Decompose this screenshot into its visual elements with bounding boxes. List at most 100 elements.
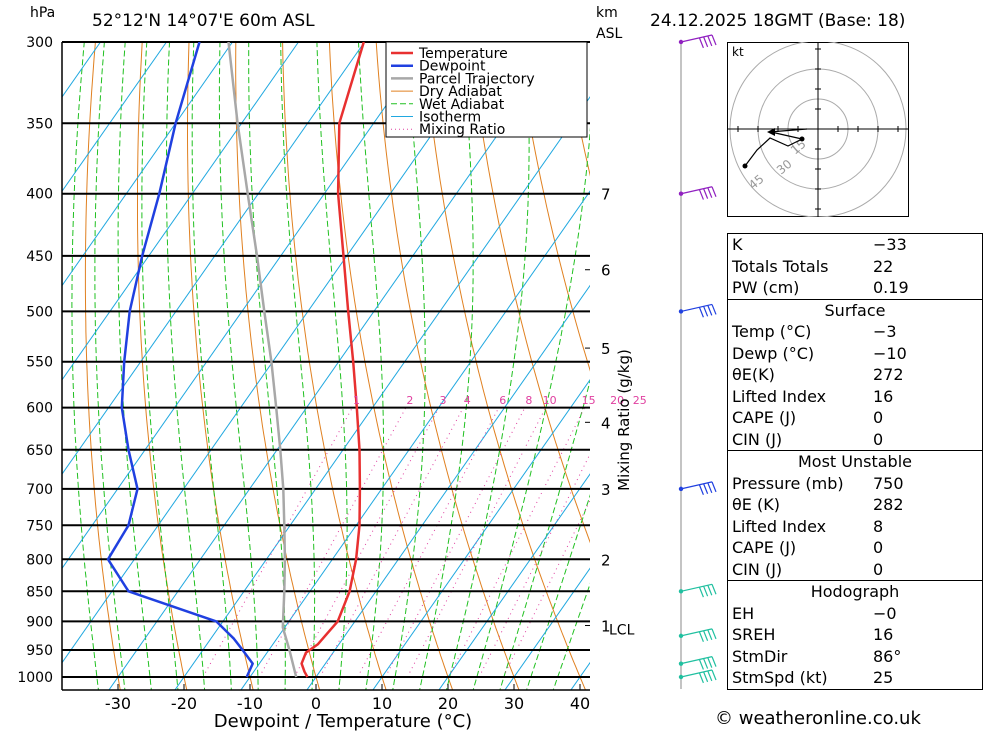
hodograph-stat-value: −0 [873,603,897,623]
wind-barb-flag [698,484,704,495]
dry-adiabat-line [235,42,321,690]
index-row: K −33 [728,234,982,256]
wind-barb-staff [680,481,713,490]
dry-adiabat-line [469,42,590,544]
isotherm-line [62,42,167,193]
hodograph-stat-label: EH [732,603,755,623]
x-tick-label: -30 [105,694,131,713]
wind-barb [678,669,717,684]
wind-barb-flag [698,586,704,598]
index-label: PW (cm) [732,278,800,297]
wind-barb-flag [703,671,709,683]
pressure-tick-label: 850 [26,584,53,600]
wet-adiabat-line [218,42,259,690]
legend-label: Dewpoint [419,59,486,75]
wind-barb-flag [711,628,717,640]
pressure-tick-label: 300 [26,35,53,51]
most-unstable-row: θE (K) 282 [728,494,982,516]
mixing-ratio-line [258,407,407,678]
wind-barb-staff [680,34,713,43]
isotherm-line [240,190,590,690]
index-label: Totals Totals [732,256,829,276]
wind-barb-flag [698,631,704,642]
hodograph-unit-label: kt [732,45,744,59]
wind-barb [678,186,717,200]
isotherm-line [628,42,725,703]
wind-barb-flag [703,585,709,597]
x-tick-label: 10 [372,694,392,713]
wind-barb-flag [703,483,709,495]
index-value: 22 [873,256,894,276]
isotherm-line [504,567,590,690]
most-unstable-row: CIN (J) 0 [728,559,982,581]
x-tick-label: 30 [504,694,524,713]
hodograph-stat-row: StmDir 86° [728,646,982,668]
wind-barb-flag [703,306,709,317]
legend-label: Wet Adiabat [419,97,505,113]
km-tick-label: 7 [601,186,611,204]
wind-barb [678,656,717,670]
isotherm-line [570,661,590,690]
skewt-chart: 3003504004505005506006507007508008509009… [17,34,725,732]
mixing-ratio-line [384,407,526,678]
index-row: Totals Totals 22 [728,256,982,278]
dry-adiabat-line [84,42,121,690]
surface-title: Surface [728,298,982,322]
wet-adiabat-line [445,42,530,690]
wind-barb-flag [703,630,709,642]
x-tick-label: 20 [438,694,458,713]
wind-barb-flag [707,305,713,316]
legend-label: Temperature [418,46,508,62]
isotherm-line [62,42,365,476]
hodograph-point [799,136,805,142]
wind-barb [678,34,717,49]
pressure-tick-label: 400 [26,187,53,203]
wind-barb-flag [707,482,713,494]
wet-adiabat-line [280,42,316,690]
surface-row: CAPE (J) 0 [728,407,982,429]
dewpoint-line [106,42,254,678]
hodograph-stat-value: 16 [873,625,894,644]
wind-barb-flag [698,659,704,670]
wind-barb-flag [711,304,717,315]
mixing-ratio-label: 15 [582,394,596,407]
most-unstable-label: θE (K) [732,495,780,514]
wet-adiabat-line [316,42,348,690]
wind-barb-flag [711,584,717,595]
km-tick-label: 5 [601,340,611,358]
x-tick-label: -10 [237,694,263,713]
x-tick-label: 0 [311,694,321,713]
surface-row: Temp (°C) −3 [728,321,982,343]
legend-box [385,41,588,138]
mixing-ratio-label: 1 [353,394,360,407]
km-tick-label: 3 [601,481,611,499]
index-label: K [732,235,743,254]
wind-barb-flag [707,670,713,682]
wind-barb-staff [680,303,713,313]
wet-adiabat-line [552,582,590,690]
legend-label: Dry Adiabat [419,84,502,100]
isotherm-line [438,473,590,690]
parcel-trajectory-line [227,42,298,678]
copyright-footer: © weatheronline.co.uk [715,708,921,729]
surface-value: −10 [873,343,907,363]
dry-adiabat-line [137,42,188,690]
mixing-ratio-label: 2 [406,394,413,407]
asl-unit-label: ASL [596,26,623,42]
x-axis-label: Dewpoint / Temperature (°C) [214,711,472,732]
wet-adiabat-line [392,42,426,690]
isotherm-line [372,378,590,690]
pressure-tick-label: 350 [26,116,53,132]
km-unit-label: km [596,5,618,21]
most-unstable-value: 8 [873,516,884,536]
isotherm-line [62,42,431,570]
surface-row: θE(K) 272 [728,364,982,386]
lcl-label: LCL [609,622,635,638]
legend-label: Parcel Trajectory [419,71,535,87]
wet-adiabat-line [71,42,100,690]
mixing-ratio-label: 4 [464,394,471,407]
surface-label: Dewp (°C) [732,343,815,363]
wet-adiabat-line [358,42,385,690]
pressure-tick-label: 600 [26,401,53,417]
mixing-ratio-label: 25 [633,394,647,407]
